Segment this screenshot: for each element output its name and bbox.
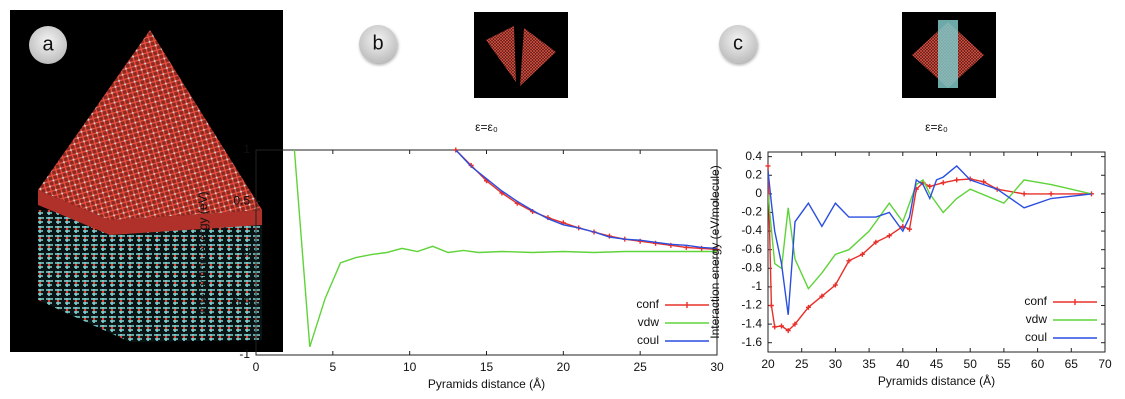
legend-label: coul <box>1025 330 1047 344</box>
y-tick-label: -0.4 <box>741 223 762 237</box>
y-tick-label: 0 <box>243 245 250 259</box>
y-tick-label: 1 <box>243 142 250 156</box>
x-tick-label: 50 <box>964 357 978 371</box>
x-tick-label: 15 <box>480 360 494 374</box>
series-marker <box>1049 191 1054 196</box>
y-tick-label: -0.8 <box>741 260 762 274</box>
series-marker <box>1022 191 1027 196</box>
y-tick-label: -1.6 <box>741 335 762 349</box>
y-tick-label: -1 <box>239 347 250 361</box>
series-marker <box>907 227 912 232</box>
series-line <box>456 150 717 248</box>
y-tick-label: 0 <box>755 186 762 200</box>
panel-label-b: b <box>359 25 397 63</box>
x-tick-label: 65 <box>1065 357 1079 371</box>
y-tick-label: -0.2 <box>741 205 762 219</box>
x-tick-label: 35 <box>862 357 876 371</box>
x-tick-label: 25 <box>795 357 809 371</box>
y-axis-label: Interaction energy (eV) <box>196 191 210 313</box>
x-axis-label: Pyramids distance (Å) <box>878 373 995 388</box>
x-tick-label: 5 <box>329 360 336 374</box>
panel-b-thumbnail <box>474 12 568 98</box>
x-tick-label: 55 <box>997 357 1011 371</box>
plot-frame <box>768 152 1105 352</box>
y-tick-label: 0.5 <box>233 193 250 207</box>
y-tick-label: -1.4 <box>741 316 762 330</box>
series-marker <box>766 163 771 168</box>
legend-label: vdw <box>1026 312 1048 326</box>
legend-label: vdw <box>638 315 660 329</box>
panel-c-thumbnail <box>902 12 996 98</box>
panel-label: b <box>372 32 383 54</box>
series-marker <box>772 324 777 329</box>
x-axis-label: Pyramids distance (Å) <box>428 376 545 391</box>
series-marker <box>941 180 946 185</box>
series-line <box>456 150 717 249</box>
chart-title: ε=ε₀ <box>925 120 948 134</box>
x-tick-label: 0 <box>253 360 260 374</box>
x-tick-label: 60 <box>1031 357 1045 371</box>
y-tick-label: 0.2 <box>745 167 762 181</box>
series-line <box>768 180 1092 289</box>
series-marker <box>954 177 959 182</box>
x-tick-label: 70 <box>1098 357 1112 371</box>
x-tick-label: 40 <box>896 357 910 371</box>
y-tick-label: -1 <box>751 279 762 293</box>
y-tick-label: -0.6 <box>741 242 762 256</box>
x-tick-label: 20 <box>761 357 775 371</box>
y-axis-label: Interaction energy (eV/molecule) <box>708 165 722 338</box>
panel-label: a <box>42 33 54 55</box>
panel-label-a: a <box>29 26 67 64</box>
series-marker <box>769 303 774 308</box>
legend-label: coul <box>637 333 659 347</box>
x-tick-label: 45 <box>930 357 944 371</box>
figure: a b c ε=ε₀ 0 5 10 15 20 25 30 -1 -0.5 0 0.5 1 Pyramid… <box>0 0 1125 399</box>
panel-label-c: c <box>719 25 757 63</box>
legend-label: conf <box>636 297 659 311</box>
panel-label: c <box>733 32 743 54</box>
x-tick-label: 20 <box>557 360 571 374</box>
x-tick-label: 30 <box>829 357 843 371</box>
legend-label: conf <box>1024 294 1047 308</box>
chart-title: ε=ε₀ <box>475 120 498 134</box>
x-tick-label: 25 <box>633 360 647 374</box>
y-tick-label: -1.2 <box>741 298 762 312</box>
y-tick-label: 0.4 <box>745 149 762 163</box>
y-tick-label: -0.5 <box>229 296 250 310</box>
x-tick-label: 30 <box>710 360 724 374</box>
x-tick-label: 10 <box>403 360 417 374</box>
